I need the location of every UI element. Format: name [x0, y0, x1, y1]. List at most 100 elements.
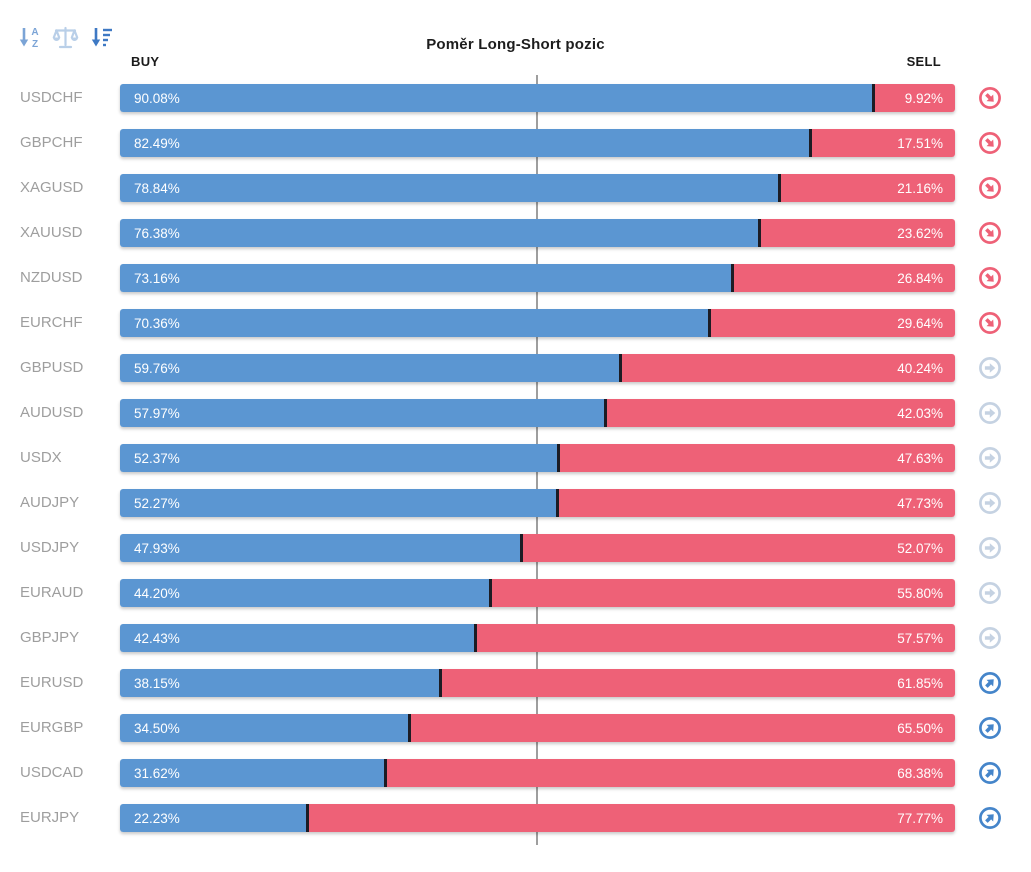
bar-divider [730, 264, 734, 292]
circle-arrow-up-right-icon[interactable] [978, 761, 1002, 785]
sort-amount-desc-icon[interactable] [88, 24, 115, 51]
sell-bar: 57.57% [477, 624, 955, 652]
circle-arrow-down-right-icon[interactable] [978, 266, 1002, 290]
sell-percent-value: 55.80% [897, 585, 943, 601]
ratio-bar-track: 70.36% 29.64% [120, 309, 955, 337]
bar-divider [618, 354, 622, 382]
pair-label: GBPJPY [20, 629, 80, 646]
ratio-row: NZDUSD 73.16% 26.84% [0, 264, 1031, 309]
buy-bar: 78.84% [120, 174, 779, 202]
pair-label: EURAUD [20, 584, 84, 601]
sell-percent-value: 52.07% [897, 540, 943, 556]
ratio-row: USDX 52.37% 47.63% [0, 444, 1031, 489]
circle-arrow-right-icon[interactable] [978, 356, 1002, 380]
ratio-bar-track: 59.76% 40.24% [120, 354, 955, 382]
circle-arrow-down-right-icon[interactable] [978, 131, 1002, 155]
ratio-row: XAGUSD 78.84% 21.16% [0, 174, 1031, 219]
ratio-row: USDCAD 31.62% 68.38% [0, 759, 1031, 804]
ratio-bar-track: 78.84% 21.16% [120, 174, 955, 202]
sell-bar: 26.84% [733, 264, 955, 292]
buy-percent-value: 38.15% [134, 675, 180, 691]
circle-arrow-right-icon[interactable] [978, 491, 1002, 515]
buy-column-header: BUY [131, 54, 160, 69]
circle-arrow-up-right-icon[interactable] [978, 806, 1002, 830]
bar-divider [557, 444, 561, 472]
buy-bar: 90.08% [120, 84, 873, 112]
ratio-bar-track: 34.50% 65.50% [120, 714, 955, 742]
sell-bar: 17.51% [811, 129, 955, 157]
ratio-bar-track: 22.23% 77.77% [120, 804, 955, 832]
bar-divider [520, 534, 524, 562]
sell-bar: 61.85% [441, 669, 955, 697]
buy-bar: 38.15% [120, 669, 439, 697]
buy-bar: 52.27% [120, 489, 557, 517]
sell-bar: 68.38% [387, 759, 955, 787]
sell-percent-value: 21.16% [897, 180, 943, 196]
circle-arrow-down-right-icon[interactable] [978, 311, 1002, 335]
circle-arrow-down-right-icon[interactable] [978, 86, 1002, 110]
buy-bar: 52.37% [120, 444, 558, 472]
buy-bar: 44.20% [120, 579, 490, 607]
sell-percent-value: 57.57% [897, 630, 943, 646]
sell-percent-value: 65.50% [897, 720, 943, 736]
ratio-row: AUDUSD 57.97% 42.03% [0, 399, 1031, 444]
bar-divider [408, 714, 412, 742]
sell-bar: 77.77% [308, 804, 955, 832]
sell-bar: 65.50% [411, 714, 955, 742]
circle-arrow-down-right-icon[interactable] [978, 176, 1002, 200]
pair-label: GBPUSD [20, 359, 84, 376]
sell-percent-value: 40.24% [897, 360, 943, 376]
circle-arrow-up-right-icon[interactable] [978, 716, 1002, 740]
sell-percent-value: 26.84% [897, 270, 943, 286]
bar-divider [808, 129, 812, 157]
balance-scale-icon[interactable] [52, 24, 79, 51]
bar-divider [489, 579, 493, 607]
circle-arrow-right-icon[interactable] [978, 401, 1002, 425]
buy-bar: 42.43% [120, 624, 475, 652]
ratio-row: GBPCHF 82.49% 17.51% [0, 129, 1031, 174]
ratio-bar-track: 42.43% 57.57% [120, 624, 955, 652]
buy-percent-value: 44.20% [134, 585, 180, 601]
circle-arrow-right-icon[interactable] [978, 581, 1002, 605]
sort-toolbar: A Z [16, 24, 115, 51]
buy-bar: 82.49% [120, 129, 809, 157]
bar-divider [438, 669, 442, 697]
pair-label: GBPCHF [20, 134, 83, 151]
circle-arrow-right-icon[interactable] [978, 446, 1002, 470]
sell-percent-value: 23.62% [897, 225, 943, 241]
circle-arrow-down-right-icon[interactable] [978, 221, 1002, 245]
sell-percent-value: 17.51% [897, 135, 943, 151]
buy-percent-value: 47.93% [134, 540, 180, 556]
sell-bar: 9.92% [875, 84, 955, 112]
sell-bar: 40.24% [621, 354, 955, 382]
ratio-bar-track: 82.49% 17.51% [120, 129, 955, 157]
pair-label: EURJPY [20, 809, 80, 826]
sort-alphabetical-icon[interactable]: A Z [16, 24, 43, 51]
ratio-row: USDJPY 47.93% 52.07% [0, 534, 1031, 579]
ratio-bar-track: 44.20% 55.80% [120, 579, 955, 607]
bar-divider [604, 399, 608, 427]
circle-arrow-up-right-icon[interactable] [978, 671, 1002, 695]
buy-bar: 34.50% [120, 714, 409, 742]
pair-label: USDX [20, 449, 62, 466]
buy-percent-value: 59.76% [134, 360, 180, 376]
bar-divider [556, 489, 560, 517]
pair-label: EURCHF [20, 314, 83, 331]
bar-divider [474, 624, 478, 652]
buy-percent-value: 73.16% [134, 270, 180, 286]
circle-arrow-right-icon[interactable] [978, 626, 1002, 650]
ratio-bar-track: 52.37% 47.63% [120, 444, 955, 472]
pair-label: EURGBP [20, 719, 84, 736]
ratio-bar-track: 52.27% 47.73% [120, 489, 955, 517]
bar-divider [778, 174, 782, 202]
svg-text:Z: Z [32, 39, 38, 50]
chart-rows: USDCHF 90.08% 9.92% GBPCHF 82.49% [0, 84, 1031, 849]
circle-arrow-right-icon[interactable] [978, 536, 1002, 560]
ratio-row: USDCHF 90.08% 9.92% [0, 84, 1031, 129]
svg-text:A: A [31, 27, 38, 38]
buy-bar: 59.76% [120, 354, 619, 382]
buy-percent-value: 34.50% [134, 720, 180, 736]
ratio-bar-track: 38.15% 61.85% [120, 669, 955, 697]
buy-percent-value: 22.23% [134, 810, 180, 826]
